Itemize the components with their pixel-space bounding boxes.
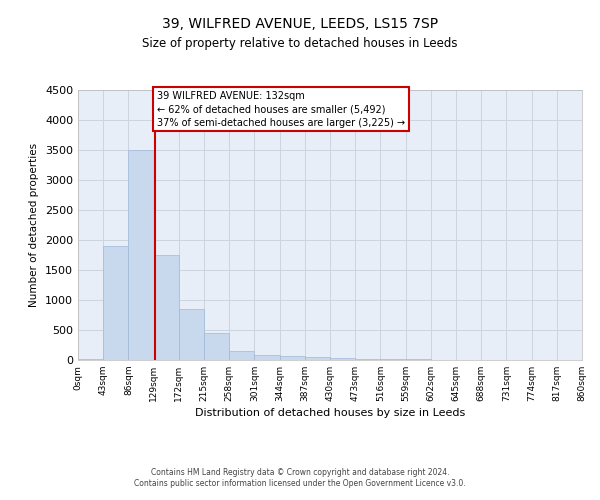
Bar: [103, 246, 128, 360]
Text: Size of property relative to detached houses in Leeds: Size of property relative to detached ho…: [142, 38, 458, 51]
Y-axis label: Number of detached properties: Number of detached properties: [29, 143, 40, 307]
Bar: [380, 359, 406, 360]
Bar: [204, 333, 229, 360]
Bar: [154, 255, 179, 360]
Bar: [305, 357, 330, 360]
Bar: [229, 351, 254, 360]
Text: 39 WILFRED AVENUE: 132sqm
← 62% of detached houses are smaller (5,492)
37% of se: 39 WILFRED AVENUE: 132sqm ← 62% of detac…: [157, 91, 404, 128]
Bar: [355, 359, 380, 360]
Bar: [179, 309, 204, 360]
Bar: [280, 356, 305, 360]
Text: Contains HM Land Registry data © Crown copyright and database right 2024.
Contai: Contains HM Land Registry data © Crown c…: [134, 468, 466, 487]
Text: 39, WILFRED AVENUE, LEEDS, LS15 7SP: 39, WILFRED AVENUE, LEEDS, LS15 7SP: [162, 18, 438, 32]
X-axis label: Distribution of detached houses by size in Leeds: Distribution of detached houses by size …: [195, 408, 465, 418]
Bar: [330, 358, 355, 360]
Bar: [78, 359, 103, 360]
Bar: [254, 354, 280, 360]
Bar: [128, 150, 154, 360]
